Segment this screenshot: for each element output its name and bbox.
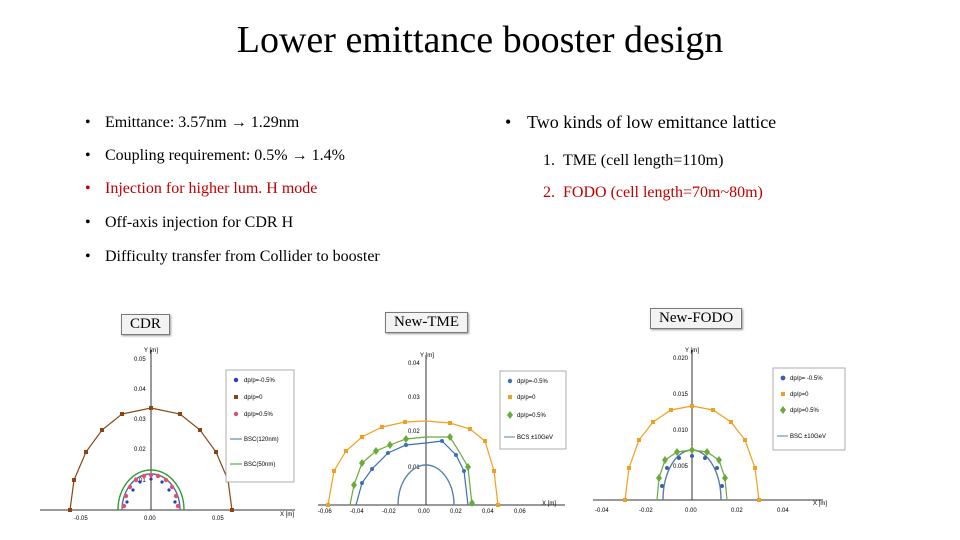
series-dp-minus-markers — [360, 439, 466, 485]
bcs-curve — [397, 464, 455, 506]
series-dp0-markers — [326, 420, 500, 507]
legend-entry: dp/p=0.5% — [517, 413, 547, 419]
item-number: 2. — [543, 184, 555, 201]
y-tick: 0.03 — [134, 417, 146, 423]
series-dp-plus-markers — [351, 433, 475, 507]
x-tick: -0.02 — [639, 508, 653, 514]
x-tick: 0.02 — [731, 508, 743, 514]
series-dp0-markers — [623, 404, 761, 502]
series-dp-minus-curve — [355, 440, 469, 506]
x-tick: -0.06 — [318, 509, 332, 515]
series-dp-plus-markers — [121, 472, 181, 509]
plot-label-new-fodo: New-FODO — [650, 308, 743, 329]
plot-new-tme: Y [m] X [m] -0.06 -0.04 -0.02 0.00 0.02 … — [318, 353, 567, 515]
x-tick: 0.04 — [482, 509, 494, 515]
bsc-50nm-curve — [117, 469, 185, 511]
item-text: TME (cell length=110m) — [563, 152, 724, 169]
x-axis-label: X [m] — [542, 501, 556, 507]
x-tick: -0.05 — [74, 516, 88, 522]
y-axis-label: Y [m] — [685, 348, 699, 354]
lattice-item-tme: 1. TME (cell length=110m) — [543, 152, 723, 170]
x-tick: 0.05 — [212, 516, 224, 522]
legend-entry: dp/p= -0.5% — [790, 376, 823, 382]
x-tick: 0.04 — [777, 508, 789, 514]
item-number: 1. — [543, 152, 555, 169]
x-tick: -0.02 — [382, 509, 396, 515]
plot-new-fodo: Y [m] X [m] -0.04 -0.02 0.00 0.02 0.04 0… — [593, 348, 846, 514]
bullet-difficulty: • Difficulty transfer from Collider to bo… — [85, 248, 380, 265]
x-tick: 0.00 — [418, 509, 430, 515]
series-dp-minus-markers — [125, 477, 177, 504]
legend-entry: dp/p=0 — [244, 395, 263, 401]
x-tick: 0.00 — [685, 508, 697, 514]
y-tick: 0.02 — [134, 447, 146, 453]
y-tick: 0.015 — [673, 392, 689, 398]
legend-entry: dp/p=0 — [790, 392, 809, 398]
y-axis-label: Y [m] — [420, 353, 434, 359]
legend-box — [499, 370, 567, 450]
bullet-coupling: • Coupling requirement: 0.5% → 1.4% — [85, 147, 345, 164]
series-dp0-curve — [327, 420, 499, 506]
bullet-emittance: • Emittance: 3.57nm → 1.29nm — [85, 114, 300, 131]
x-tick: 0.06 — [514, 509, 526, 515]
y-tick: 0.04 — [408, 361, 420, 367]
x-tick: 0.00 — [144, 516, 156, 522]
x-axis-label: X [m] — [280, 512, 294, 518]
bullet-injection: • Injection for higher lum. H mode — [85, 180, 318, 197]
bullet-text: Injection for higher lum. H mode — [105, 180, 318, 197]
x-axis-label: X [m] — [813, 501, 827, 507]
plot-cdr: Y [m] X [m] -0.05 0.00 0.05 0.01 0.02 0.… — [40, 348, 295, 522]
y-tick: 0.02 — [408, 429, 420, 435]
bullet-text: Coupling requirement: 0.5% → 1.4% — [105, 147, 345, 164]
bullet-text: Difficulty transfer from Collider to boo… — [105, 248, 380, 265]
plot-label-cdr: CDR — [121, 314, 170, 335]
legend-entry: dp/p=0.5% — [244, 412, 274, 418]
y-tick: 0.03 — [408, 395, 420, 401]
right-heading: • Two kinds of low emittance lattice — [505, 112, 777, 132]
bullet-text: Emittance: 3.57nm → 1.29nm — [105, 114, 300, 131]
legend-entry: dp/p=0 — [517, 395, 536, 401]
series-dp-plus-markers — [656, 446, 728, 482]
y-tick: 0.020 — [673, 356, 689, 362]
legend-entry: BSC(50nm) — [244, 462, 275, 468]
x-tick: -0.04 — [595, 508, 609, 514]
y-tick: 0.010 — [673, 428, 689, 434]
y-tick: 0.05 — [134, 357, 146, 363]
legend-entry: BSC(120nm) — [244, 437, 279, 443]
x-tick: -0.04 — [350, 509, 364, 515]
bullet-off-axis: • Off-axis injection for CDR H — [85, 214, 294, 231]
y-axis-label: Y [m] — [144, 348, 158, 354]
legend-entry: dp/p=-0.5% — [244, 378, 276, 384]
y-tick: 0.005 — [673, 464, 689, 470]
right-heading-text: Two kinds of low emittance lattice — [527, 112, 777, 132]
legend-entry: BSC ±10GeV — [790, 434, 826, 440]
plot-label-new-tme: New-TME — [385, 312, 468, 333]
legend-entry: BCS ±10GeV — [517, 435, 553, 441]
series-dp-minus-markers — [660, 454, 724, 488]
item-text: FODO (cell length=70m~80m) — [563, 184, 763, 201]
legend-box — [225, 369, 295, 483]
bullet-text: Off-axis injection for CDR H — [105, 214, 294, 231]
legend-entry: dp/p=-0.5% — [517, 379, 549, 385]
y-tick: 0.04 — [134, 387, 146, 393]
slide-title: Lower emittance booster design — [236, 19, 724, 61]
x-tick: 0.02 — [450, 509, 462, 515]
lattice-item-fodo: 2. FODO (cell length=70m~80m) — [543, 184, 763, 202]
legend-entry: dp/p=0.5% — [790, 408, 820, 414]
